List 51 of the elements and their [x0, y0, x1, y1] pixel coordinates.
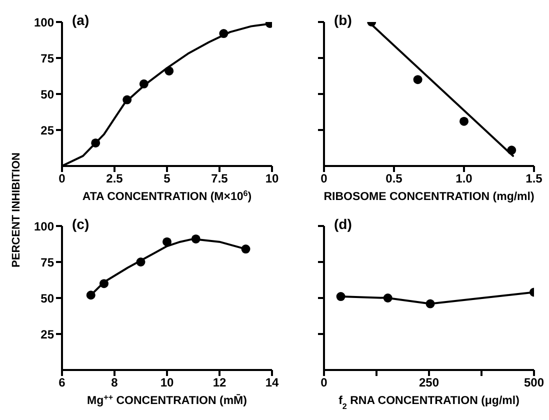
x-tick-label: 12: [212, 376, 226, 390]
x-tick-label: 7.5: [211, 172, 228, 186]
y-tick-label: 75: [40, 51, 54, 66]
chart-title: (c): [72, 216, 90, 232]
y-tick-label: 50: [40, 87, 54, 102]
point: [460, 116, 468, 126]
point: [191, 234, 200, 244]
x-tick-label: 1.0: [456, 172, 473, 186]
y-tick-label: 100: [34, 15, 54, 30]
x-tick-label: 0: [320, 376, 328, 390]
x-axis-title: ATA CONCENTRATION (M×10$^{6}$): [82, 188, 252, 203]
y-tick-label: 25: [40, 123, 54, 138]
y-tick-label: 25: [40, 327, 54, 342]
point: [219, 29, 228, 38]
point: [383, 294, 392, 302]
x-axis-title: RIBOSOME CONCENTRATION (mg/ml): [324, 191, 534, 203]
x-tick-label: 250: [418, 376, 440, 390]
point: [136, 258, 146, 266]
point: [413, 75, 422, 84]
point: [241, 244, 250, 254]
point: [100, 279, 108, 288]
point: [122, 95, 132, 104]
y-tick-label: 75: [40, 255, 54, 270]
x-tick-label: 6: [58, 376, 66, 390]
y-tick-label: 50: [40, 291, 54, 306]
x-tick-label: 0: [58, 172, 66, 186]
x-axis-title: f$_{2}$ RNA CONCENTRATION (μg/ml): [338, 395, 520, 410]
point: [426, 299, 435, 308]
x-tick-label: 500: [524, 376, 544, 390]
x-tick-label: 0.5: [386, 172, 403, 186]
chart-title: (a): [72, 12, 90, 28]
x-tick-label: 1.5: [526, 172, 543, 186]
x-tick-label: 10: [265, 172, 279, 186]
x-axis-title: Mg$^{++}$ CONCENTRATION (mM̄): [87, 392, 248, 407]
point: [336, 292, 346, 302]
point: [86, 290, 96, 300]
point: [164, 66, 174, 76]
y-tick-label: 100: [34, 219, 54, 234]
point: [162, 237, 172, 246]
y-axis-title: PERCENT INHIBITION: [10, 152, 22, 268]
x-tick-label: 8: [111, 376, 118, 390]
x-tick-label: 5: [164, 172, 171, 186]
chart-title: (b): [334, 12, 352, 28]
point: [91, 138, 100, 148]
point: [139, 79, 148, 88]
chart-title: (d): [334, 216, 352, 232]
x-tick-label: 0: [320, 172, 328, 186]
x-tick-label: 10: [160, 376, 174, 390]
point: [507, 146, 516, 155]
x-tick-label: 14: [265, 376, 279, 390]
x-tick-label: 2.5: [106, 172, 124, 186]
